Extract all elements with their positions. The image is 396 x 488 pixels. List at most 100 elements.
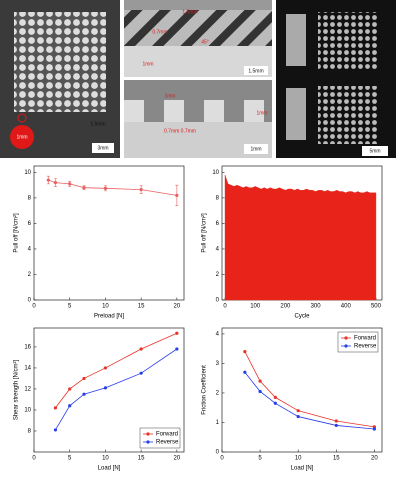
series-line — [55, 332, 178, 409]
legend-label: Forward — [354, 336, 376, 342]
y-tick-label: 0 — [28, 298, 32, 304]
photo-label: 1mm — [164, 93, 175, 99]
y-axis-label: Pull off [N/cm²] — [14, 213, 20, 253]
x-tick-label: 15 — [333, 456, 340, 462]
series-line — [55, 348, 178, 431]
y-tick-label: 8 — [216, 195, 220, 201]
data-point — [175, 193, 179, 197]
data-point — [372, 427, 376, 431]
x-tick-label: 400 — [341, 304, 352, 310]
plot-frame — [33, 165, 185, 301]
legend-box — [139, 427, 181, 449]
x-tick-label: 100 — [250, 304, 261, 310]
y-tick-label: 2 — [28, 272, 32, 278]
data-point — [82, 186, 86, 190]
data-point — [103, 366, 108, 370]
legend-marker — [344, 336, 348, 340]
photo-label: 0.7mm — [152, 29, 167, 35]
photo-label: 5mm — [369, 148, 380, 154]
y-axis-label: Pull off [N/cm²] — [202, 213, 208, 253]
y-axis-label: Friction Coefficient — [202, 365, 208, 415]
x-tick-label: 20 — [174, 456, 181, 462]
x-tick-label: 5 — [258, 456, 262, 462]
photo-label: 1mm — [256, 110, 267, 116]
data-point — [46, 178, 50, 182]
y-tick-label: 4 — [28, 247, 32, 253]
x-tick-label: 0 — [223, 304, 227, 310]
x-tick-label: 15 — [138, 456, 145, 462]
y-axis-label: Shear strength [N/cm²] — [14, 359, 20, 420]
data-point — [273, 401, 277, 405]
y-tick-label: 4 — [216, 331, 220, 337]
series-line — [48, 179, 177, 196]
data-point — [258, 389, 262, 394]
data-point — [175, 331, 179, 335]
data-point — [258, 379, 262, 383]
legend-label: Reverse — [156, 440, 179, 446]
data-point — [243, 350, 247, 354]
data-point — [103, 386, 108, 390]
legend-marker — [344, 344, 348, 348]
legend-marker — [146, 432, 150, 436]
photo-label: 1mm — [250, 146, 261, 152]
photo-label: 45° — [201, 39, 209, 45]
data-point — [53, 428, 58, 432]
photo-label: 1.5mm — [90, 121, 105, 127]
y-tick-label: 16 — [24, 344, 31, 350]
series-line — [244, 351, 375, 428]
x-tick-label: 300 — [311, 304, 322, 310]
data-point — [53, 406, 58, 410]
x-tick-label: 10 — [295, 456, 302, 462]
data-point — [68, 404, 72, 408]
series-line — [244, 372, 375, 430]
data-point — [175, 347, 179, 351]
data-point — [103, 186, 108, 190]
y-tick-label: 6 — [28, 221, 32, 227]
x-tick-label: 500 — [371, 304, 382, 310]
x-tick-label: 0 — [32, 456, 36, 462]
data-point — [139, 188, 143, 192]
y-tick-label: 10 — [24, 408, 31, 414]
data-point — [139, 371, 143, 375]
data-point — [296, 409, 300, 413]
x-tick-label: 5 — [68, 304, 72, 310]
y-tick-label: 3 — [216, 361, 220, 367]
photo-side-slanted — [124, 0, 272, 77]
y-tick-label: 6 — [216, 221, 220, 227]
y-tick-label: 8 — [28, 429, 32, 435]
data-point — [53, 180, 58, 185]
photo-label: 1mm — [142, 61, 153, 67]
photo-side-straight — [124, 80, 272, 158]
y-tick-label: 0 — [216, 450, 220, 456]
x-axis-label: Cycle — [294, 314, 310, 320]
y-tick-label: 8 — [28, 195, 32, 201]
x-axis-label: Load [N] — [98, 466, 121, 472]
x-tick-label: 20 — [174, 304, 181, 310]
photo-label: 1.5mm — [182, 9, 197, 15]
data-point — [139, 347, 143, 351]
y-tick-label: 2 — [216, 272, 220, 278]
data-point — [334, 423, 338, 428]
legend-label: Forward — [156, 432, 178, 438]
y-tick-label: 1 — [216, 420, 220, 426]
plot-frame — [33, 327, 185, 453]
data-point — [334, 419, 338, 423]
x-tick-label: 15 — [138, 304, 145, 310]
x-tick-label: 10 — [102, 456, 109, 462]
photo-label: 3mm — [97, 145, 108, 151]
data-point — [296, 414, 300, 419]
series-area — [224, 174, 377, 301]
y-tick-label: 10 — [24, 170, 31, 176]
data-point — [68, 387, 72, 391]
y-tick-label: 4 — [216, 247, 220, 253]
plot-frame — [221, 327, 383, 453]
y-tick-label: 14 — [24, 366, 31, 372]
y-tick-label: 12 — [24, 387, 31, 393]
data-point — [82, 392, 86, 396]
x-tick-label: 200 — [280, 304, 291, 310]
x-tick-label: 20 — [371, 456, 378, 462]
y-tick-label: 0 — [216, 298, 220, 304]
legend-box — [337, 331, 379, 353]
x-tick-label: 0 — [32, 304, 36, 310]
